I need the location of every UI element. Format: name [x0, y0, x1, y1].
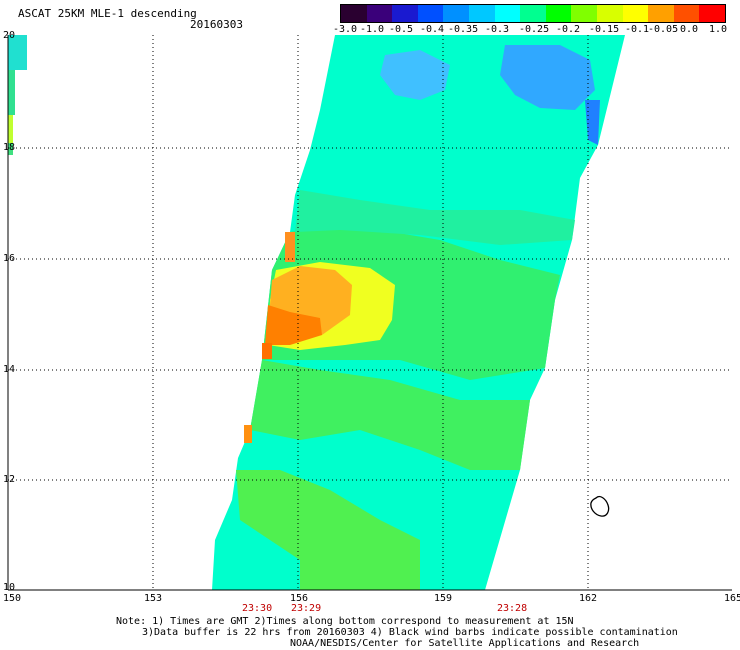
colorbar-swatches [341, 5, 725, 22]
colorbar-swatch [366, 5, 393, 22]
colorbar-swatch [673, 5, 700, 22]
ascat-swath [8, 35, 625, 590]
swath-orange-edge [285, 232, 295, 262]
longitude-label: 165 [724, 593, 740, 604]
swath-blue-patch [380, 50, 450, 100]
colorbar-tick-label: 1.0 [709, 24, 728, 35]
colorbar-tick-label: -3.0 [333, 24, 358, 35]
swath-orange-edge [262, 343, 272, 359]
latitude-label: 12 [3, 474, 16, 485]
map-frame [7, 35, 732, 591]
colorbar-tick-label: -0.35 [448, 24, 479, 35]
swath-blue-patch [500, 45, 595, 110]
product-date: 20160303 [190, 18, 243, 31]
longitude-label: 150 [3, 593, 22, 604]
latitude-label: 10 [3, 582, 16, 593]
footer-credit: NOAA/NESDIS/Center for Satellite Applica… [290, 638, 640, 649]
colorbar-swatch [622, 5, 649, 22]
colorbar-tick-label: -0.4 [420, 24, 445, 35]
edge-strip [8, 115, 13, 143]
colorbar-swatch [417, 5, 444, 22]
measurement-time-label: 23:29 [291, 603, 322, 614]
latitude-label: 18 [3, 142, 16, 153]
colorbar-swatch [545, 5, 572, 22]
latitude-label: 14 [3, 364, 16, 375]
swath-orange-edge [244, 425, 252, 443]
measurement-time-label: 23:30 [242, 603, 273, 614]
product-title: ASCAT 25KM MLE-1 descending [18, 7, 197, 20]
colorbar-swatch [648, 5, 674, 22]
colorbar-swatch [443, 5, 469, 22]
colorbar-tick-label: -0.5 [389, 24, 414, 35]
colorbar-tick-label: -0.05 [648, 24, 679, 35]
colorbar-swatch [699, 5, 725, 22]
colorbar-swatch [392, 5, 418, 22]
colorbar-swatch [596, 5, 623, 22]
longitude-label: 159 [434, 593, 453, 604]
colorbar-tick-label: -0.2 [556, 24, 581, 35]
latitude-label: 20 [3, 30, 16, 41]
longitude-label: 153 [144, 593, 163, 604]
edge-strip [8, 143, 13, 155]
edge-strip [8, 35, 27, 70]
latitude-label: 16 [3, 253, 16, 264]
measurement-time-label: 23:28 [497, 603, 528, 614]
colorbar-tick-label: -0.15 [589, 24, 620, 35]
longitude-label: 162 [579, 593, 598, 604]
swath-green-low [250, 360, 530, 470]
lat-lon-grid [8, 35, 732, 590]
footer-note-2: 3)Data buffer is 22 hrs from 20160303 4)… [142, 627, 678, 638]
colorbar-swatch [341, 5, 367, 22]
swath-teal-band [295, 190, 575, 245]
swath-blue-edge [585, 100, 600, 145]
colorbar-swatch [571, 5, 597, 22]
colorbar-tick-label: -0.3 [485, 24, 510, 35]
colorbar-tick-label: -0.25 [519, 24, 550, 35]
colorbar-tick-label: 0.0 [680, 24, 699, 35]
colorbar-swatch [520, 5, 546, 22]
colorbar-tick-label: -1.0 [360, 24, 385, 35]
footer-note-1: Note: 1) Times are GMT 2)Times along bot… [116, 616, 574, 627]
swath-orange-dark [265, 305, 322, 345]
colorbar-swatch [494, 5, 521, 22]
longitude-label: 156 [290, 593, 309, 604]
edge-strip [8, 70, 15, 115]
colorbar [340, 4, 726, 23]
island-outline [590, 495, 610, 517]
colorbar-swatch [468, 5, 495, 22]
swath-green-bottom [236, 470, 420, 590]
colorbar-tick-label: -0.1 [625, 24, 650, 35]
